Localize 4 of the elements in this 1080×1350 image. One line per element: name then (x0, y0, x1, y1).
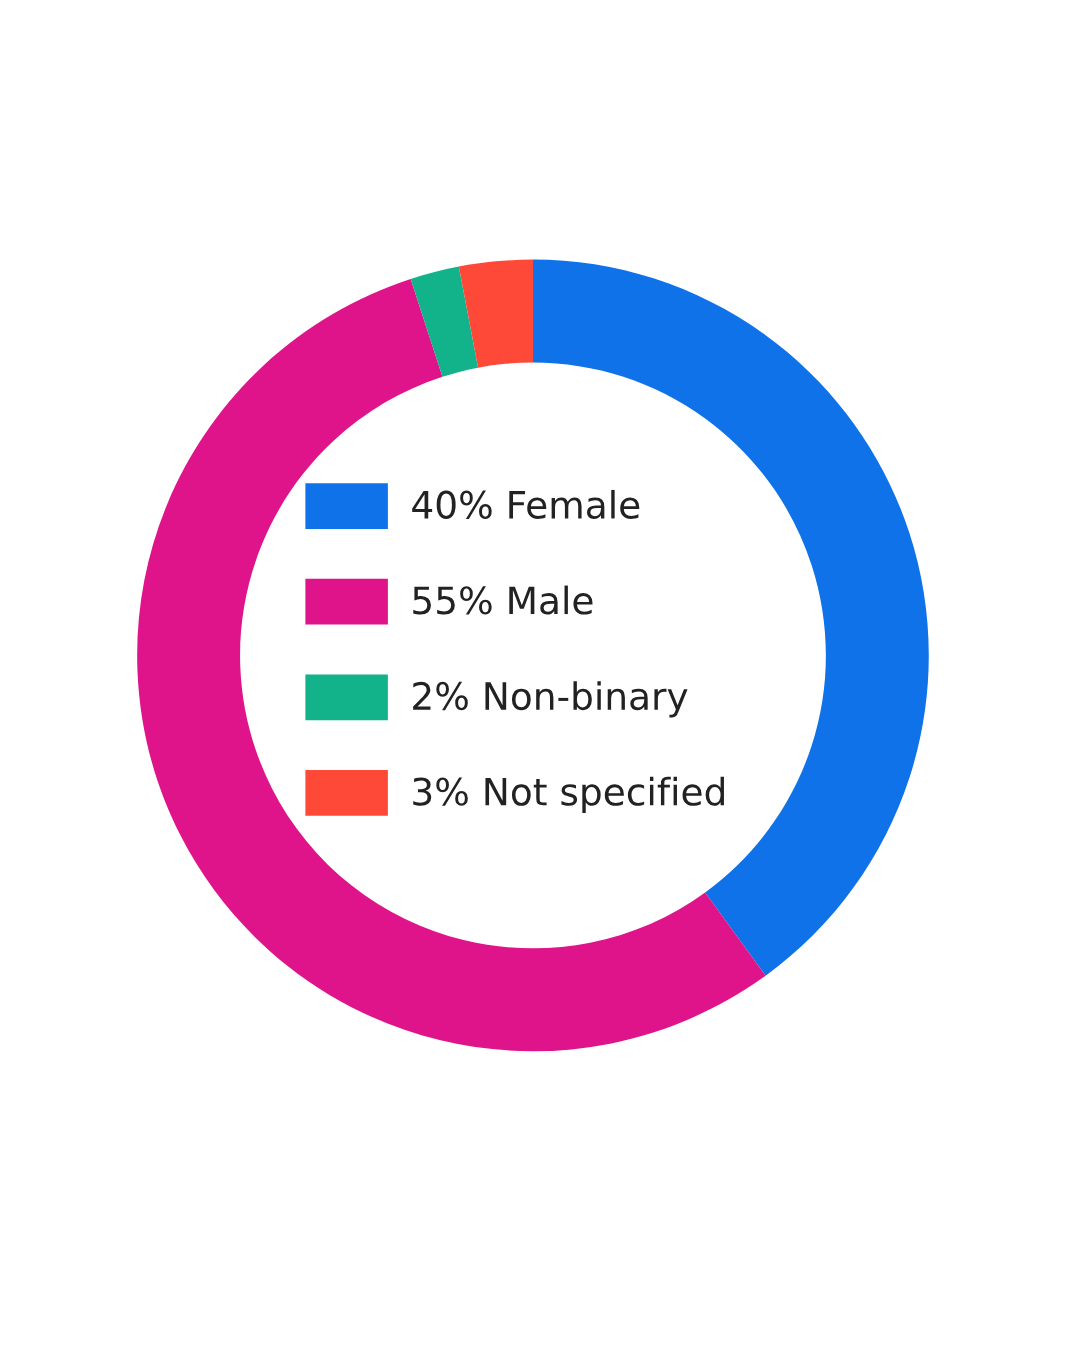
legend-label: 40% Female (412, 489, 640, 519)
legend-label: 3% Not specified (413, 776, 724, 814)
legend-label: 55% Male (413, 585, 593, 615)
legend-label: 2% Non-binary (413, 681, 688, 718)
